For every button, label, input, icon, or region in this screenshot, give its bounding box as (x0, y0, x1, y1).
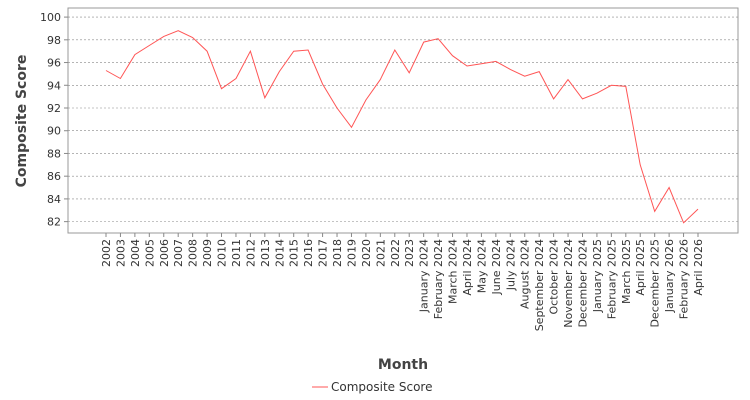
x-tick-label: 2019 (345, 239, 358, 267)
x-tick-label: December 2024 (576, 239, 589, 328)
x-axis: 2002 2003 2004 2005 2006 2007 2008 2009 2010 2011… (100, 233, 705, 331)
x-tick-label: 2006 (158, 239, 171, 267)
x-tick-label: 2008 (187, 239, 200, 267)
x-tick-label: 2010 (216, 239, 229, 267)
x-axis-title: Month (378, 357, 428, 373)
x-tick-label: 2003 (114, 239, 127, 267)
x-tick-label: February 2026 (678, 239, 691, 319)
x-tick-label: May 2024 (475, 239, 488, 293)
x-tick-label: January 2024 (418, 239, 431, 313)
x-tick-label: July 2024 (504, 239, 517, 291)
x-tick-label: 2022 (389, 239, 402, 267)
y-tick-label: 98 (47, 34, 61, 47)
x-tick-label: 2002 (100, 239, 113, 267)
x-tick-label: 2005 (143, 239, 156, 267)
x-tick-label: January 2026 (663, 239, 676, 313)
x-tick-label: 2023 (403, 239, 416, 267)
x-tick-label: September 2024 (533, 239, 546, 331)
y-tick-label: 86 (47, 170, 61, 183)
x-tick-label: November 2024 (562, 239, 575, 328)
y-axis: 82 84 86 88 90 92 94 96 98 100 (40, 11, 68, 229)
x-tick-label: April 2025 (634, 239, 647, 296)
x-tick-label: April 2026 (692, 239, 705, 296)
plot-area (67, 7, 739, 234)
x-tick-label: October 2024 (548, 239, 561, 315)
x-tick-label: 2014 (273, 239, 286, 267)
x-tick-label: June 2024 (490, 239, 503, 295)
x-tick-label: February 2025 (605, 239, 618, 319)
y-tick-label: 84 (47, 193, 61, 206)
x-tick-label: 2012 (244, 239, 257, 267)
x-tick-label: February 2024 (432, 239, 445, 319)
x-tick-label: December 2025 (649, 239, 662, 328)
y-tick-label: 82 (47, 216, 61, 229)
x-tick-label: March 2024 (447, 239, 460, 304)
y-tick-label: 92 (47, 102, 61, 115)
x-tick-label: 2015 (288, 239, 301, 267)
x-tick-label: March 2025 (620, 239, 633, 304)
x-tick-label: 2021 (374, 239, 387, 267)
x-tick-label: 2011 (230, 239, 243, 267)
x-tick-label: 2018 (331, 239, 344, 267)
x-tick-label: 2004 (129, 239, 142, 267)
y-tick-label: 96 (47, 57, 61, 70)
y-tick-label: 100 (40, 11, 61, 24)
series-layer (105, 30, 699, 224)
series-line-composite-score (105, 30, 699, 224)
y-tick-label: 94 (47, 79, 61, 92)
x-tick-label: 2020 (360, 239, 373, 267)
x-tick-label: January 2025 (591, 239, 604, 313)
x-tick-label: 2007 (172, 239, 185, 267)
x-tick-label: August 2024 (519, 239, 532, 309)
x-tick-label: 2009 (201, 239, 214, 267)
x-tick-label: 2013 (259, 239, 272, 267)
y-tick-label: 90 (47, 125, 61, 138)
legend: Composite Score (312, 380, 432, 394)
y-tick-label: 88 (47, 147, 61, 160)
x-tick-label: April 2024 (461, 239, 474, 296)
x-tick-label: 2017 (317, 239, 330, 267)
x-tick-label: 2016 (302, 239, 315, 267)
legend-label: Composite Score (331, 380, 432, 394)
y-axis-title: Composite Score (14, 55, 30, 188)
